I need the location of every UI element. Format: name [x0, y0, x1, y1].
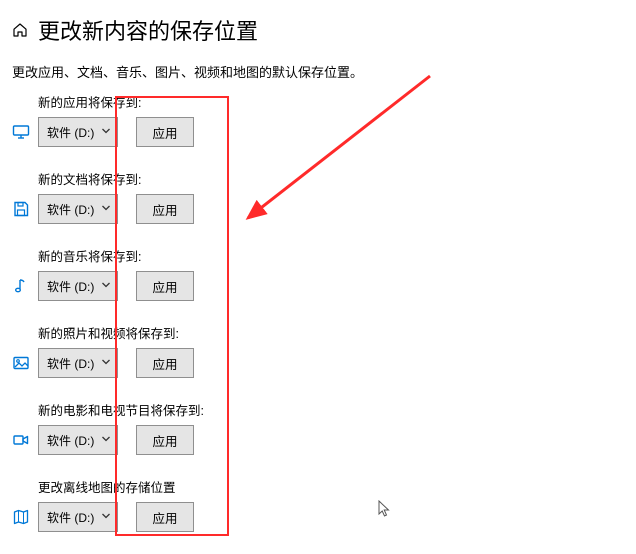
- drive-select[interactable]: 软件 (D:): [38, 348, 118, 378]
- video-icon: [12, 431, 30, 449]
- drive-select-value: 软件 (D:): [47, 355, 94, 372]
- drive-select[interactable]: 软件 (D:): [38, 271, 118, 301]
- chevron-down-icon: [101, 279, 111, 293]
- chevron-down-icon: [101, 202, 111, 216]
- chevron-down-icon: [101, 125, 111, 139]
- music-note-icon: [12, 277, 30, 295]
- chevron-down-icon: [101, 510, 111, 524]
- annotation-highlight-box: [115, 96, 229, 536]
- page-subtitle: 更改应用、文档、音乐、图片、视频和地图的默认保存位置。: [12, 62, 363, 81]
- drive-select[interactable]: 软件 (D:): [38, 425, 118, 455]
- drive-select[interactable]: 软件 (D:): [38, 502, 118, 532]
- map-icon: [12, 508, 30, 526]
- chevron-down-icon: [101, 433, 111, 447]
- drive-select[interactable]: 软件 (D:): [38, 117, 118, 147]
- picture-icon: [12, 354, 30, 372]
- drive-select-value: 软件 (D:): [47, 509, 94, 526]
- drive-select[interactable]: 软件 (D:): [38, 194, 118, 224]
- settings-page: 更改新内容的保存位置 更改应用、文档、音乐、图片、视频和地图的默认保存位置。 新…: [0, 0, 636, 554]
- drive-select-value: 软件 (D:): [47, 432, 94, 449]
- home-icon[interactable]: [12, 22, 28, 38]
- page-header: 更改新内容的保存位置: [12, 14, 258, 46]
- drive-select-value: 软件 (D:): [47, 278, 94, 295]
- drive-select-value: 软件 (D:): [47, 124, 94, 141]
- monitor-icon: [12, 123, 30, 141]
- drive-select-value: 软件 (D:): [47, 201, 94, 218]
- mouse-cursor-icon: [378, 500, 392, 523]
- page-title: 更改新内容的保存位置: [38, 14, 258, 46]
- save-icon: [12, 200, 30, 218]
- chevron-down-icon: [101, 356, 111, 370]
